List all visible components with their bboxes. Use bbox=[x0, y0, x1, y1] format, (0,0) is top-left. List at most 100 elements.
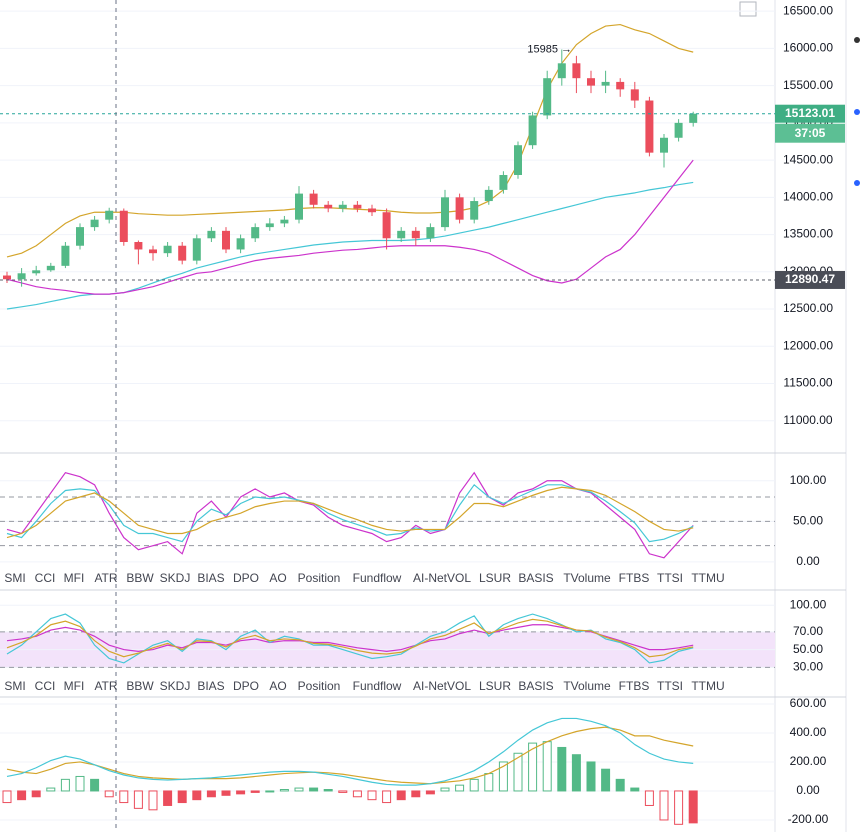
indicator-line bbox=[6, 726, 694, 785]
candle-body bbox=[163, 245, 172, 254]
candle-body bbox=[557, 63, 566, 79]
candle-body bbox=[484, 189, 493, 202]
histogram-bar bbox=[46, 787, 56, 792]
histogram-bar bbox=[484, 773, 494, 792]
indicator-tab: TTSI bbox=[657, 571, 683, 585]
marked-price-label: 12890.47 bbox=[785, 272, 835, 286]
candle-body bbox=[426, 227, 435, 239]
candle-body bbox=[645, 100, 654, 153]
maximize-button[interactable] bbox=[739, 1, 757, 17]
indicator-tab: SMI bbox=[4, 679, 25, 693]
candle-body bbox=[207, 230, 216, 239]
histogram-bar bbox=[644, 790, 654, 806]
y-tick-label: 600.00 bbox=[790, 696, 827, 710]
candle-body bbox=[46, 265, 55, 271]
y-tick-label: 11000.00 bbox=[783, 413, 832, 427]
histogram-bar bbox=[542, 741, 552, 792]
histogram-bar bbox=[75, 775, 85, 792]
candle-body bbox=[222, 230, 230, 250]
indicator-tab: LSUR bbox=[479, 571, 511, 585]
candle-body bbox=[382, 212, 391, 239]
candle-body bbox=[514, 145, 522, 175]
histogram-bar bbox=[133, 790, 143, 809]
candle-body bbox=[455, 197, 464, 220]
y-tick-label: 0.00 bbox=[796, 554, 820, 568]
candle-body bbox=[572, 63, 581, 79]
candle-body bbox=[236, 238, 245, 250]
indicator-tab: SMI bbox=[4, 571, 25, 585]
indicator-tab: BBW bbox=[126, 571, 154, 585]
histogram-bar bbox=[250, 790, 260, 793]
y-tick-label: 400.00 bbox=[790, 725, 827, 739]
indicator-tab: BIAS bbox=[197, 679, 224, 693]
sidebar-icon[interactable] bbox=[854, 37, 860, 43]
candle-body bbox=[411, 230, 420, 239]
histogram-bar bbox=[440, 787, 450, 792]
countdown-box bbox=[775, 123, 845, 143]
histogram-bar bbox=[557, 746, 567, 792]
histogram-bar bbox=[469, 778, 479, 792]
y-tick-label: 15500.00 bbox=[783, 78, 833, 92]
candle-body bbox=[32, 270, 41, 274]
indicator-tab: TTMU bbox=[691, 571, 724, 585]
histogram-bar bbox=[279, 789, 289, 792]
histogram-bar bbox=[659, 790, 669, 821]
histogram-bar bbox=[265, 790, 275, 793]
histogram-bar bbox=[513, 752, 523, 792]
y-tick-label: 13500.00 bbox=[783, 227, 833, 241]
last-price-box bbox=[775, 104, 845, 123]
y-tick-label: 16500.00 bbox=[783, 3, 833, 17]
candle-body bbox=[134, 242, 143, 250]
sidebar-icon[interactable] bbox=[854, 180, 860, 186]
histogram-bar bbox=[163, 790, 173, 806]
candle-body bbox=[265, 223, 274, 228]
candle-body bbox=[674, 122, 683, 138]
histogram-bar bbox=[90, 778, 100, 792]
histogram-bar bbox=[17, 790, 27, 801]
histogram-bar bbox=[367, 790, 377, 801]
indicator-tab: AO bbox=[269, 679, 286, 693]
candle-body bbox=[441, 197, 449, 228]
histogram-bar bbox=[221, 790, 231, 796]
candle-body bbox=[368, 208, 376, 213]
histogram-bar bbox=[338, 790, 348, 793]
candle-body bbox=[324, 204, 333, 209]
y-tick-label: 12500.00 bbox=[783, 301, 833, 315]
y-tick-label: 100.00 bbox=[790, 473, 827, 487]
candle-body bbox=[119, 210, 128, 243]
indicator-tab: BASIS bbox=[518, 679, 553, 693]
indicator-tab: BASIS bbox=[518, 571, 553, 585]
candle-body bbox=[499, 174, 508, 190]
indicator-line bbox=[6, 717, 694, 786]
histogram-bar bbox=[148, 790, 158, 811]
histogram-bar bbox=[630, 787, 640, 792]
indicator-tab: AI-NetVOL bbox=[413, 571, 471, 585]
indicator-tab: LSUR bbox=[479, 679, 511, 693]
histogram-bar bbox=[323, 789, 333, 792]
candle-body bbox=[76, 227, 84, 246]
indicator-tab: Fundflow bbox=[353, 571, 402, 585]
indicator-tab: SKDJ bbox=[160, 679, 191, 693]
y-tick-label: 14000.00 bbox=[783, 190, 833, 204]
candle-body bbox=[470, 201, 479, 220]
candle-body bbox=[660, 137, 668, 153]
y-tick-label: 0.00 bbox=[796, 783, 820, 797]
indicator-tab: Fundflow bbox=[353, 679, 402, 693]
histogram-bar bbox=[455, 784, 465, 792]
histogram-bar bbox=[586, 761, 596, 792]
indicator-tab: BIAS bbox=[197, 571, 224, 585]
last-price-label: 15123.01 bbox=[785, 106, 835, 120]
indicator-tab: SKDJ bbox=[160, 571, 191, 585]
histogram-bar bbox=[688, 790, 698, 824]
sidebar-icon[interactable] bbox=[854, 109, 860, 115]
indicator-line bbox=[6, 618, 694, 658]
indicator-tab: Position bbox=[298, 571, 341, 585]
indicator-tab: TTMU bbox=[691, 679, 724, 693]
histogram-bar bbox=[206, 790, 216, 798]
histogram-bar bbox=[294, 787, 304, 792]
candle-body bbox=[587, 78, 595, 86]
indicator-tab: ATR bbox=[94, 679, 117, 693]
